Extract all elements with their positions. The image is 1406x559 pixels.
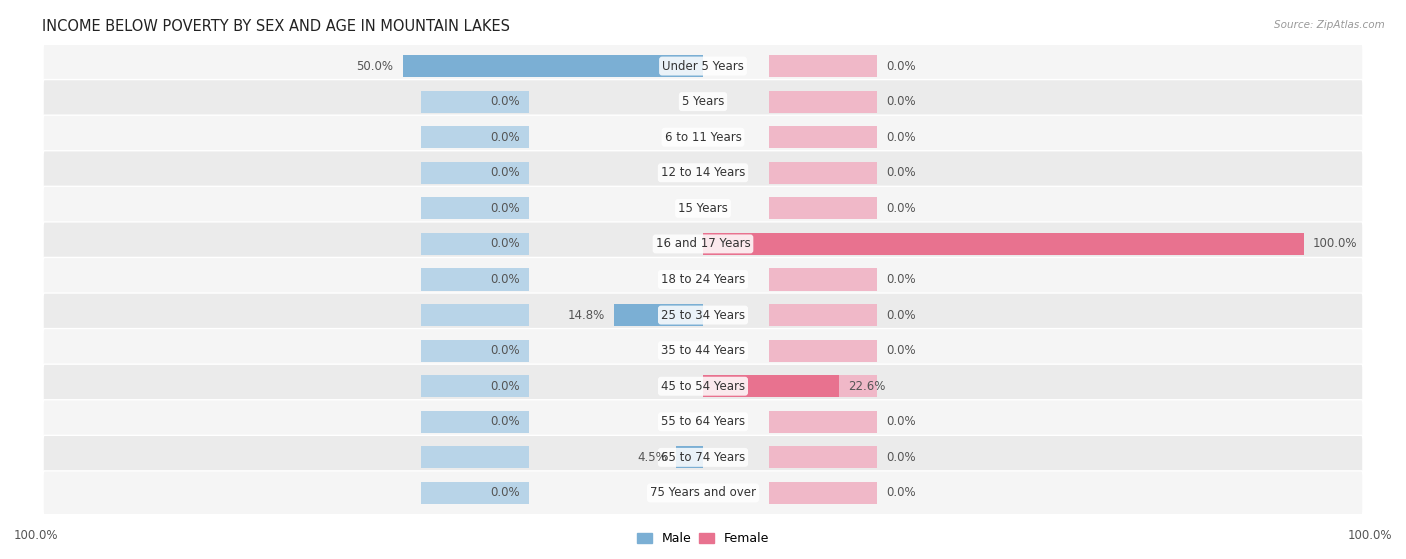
Text: 0.0%: 0.0%	[886, 344, 915, 357]
Bar	[420, 268, 529, 291]
Text: 0.0%: 0.0%	[491, 344, 520, 357]
Text: 0.0%: 0.0%	[491, 415, 520, 428]
Text: 100.0%: 100.0%	[1347, 529, 1392, 542]
Bar	[420, 375, 529, 397]
Text: 0.0%: 0.0%	[491, 166, 520, 179]
Bar	[420, 482, 529, 504]
Text: INCOME BELOW POVERTY BY SEX AND AGE IN MOUNTAIN LAKES: INCOME BELOW POVERTY BY SEX AND AGE IN M…	[42, 19, 510, 34]
Text: 5 Years: 5 Years	[682, 95, 724, 108]
Text: 12 to 14 Years: 12 to 14 Years	[661, 166, 745, 179]
Bar	[402, 55, 703, 77]
Bar	[769, 55, 877, 77]
FancyBboxPatch shape	[44, 79, 1362, 124]
Text: 16 and 17 Years: 16 and 17 Years	[655, 238, 751, 250]
Bar	[769, 233, 877, 255]
Text: 100.0%: 100.0%	[1313, 238, 1357, 250]
Text: 25 to 34 Years: 25 to 34 Years	[661, 309, 745, 321]
Text: 50.0%: 50.0%	[357, 60, 394, 73]
Text: 0.0%: 0.0%	[491, 95, 520, 108]
Text: 0.0%: 0.0%	[491, 273, 520, 286]
FancyBboxPatch shape	[44, 115, 1362, 159]
FancyBboxPatch shape	[44, 258, 1362, 301]
Bar	[420, 197, 529, 219]
Bar	[420, 126, 529, 148]
Text: 0.0%: 0.0%	[491, 238, 520, 250]
Bar	[420, 411, 529, 433]
Text: 4.5%: 4.5%	[637, 451, 666, 464]
Text: 0.0%: 0.0%	[886, 95, 915, 108]
FancyBboxPatch shape	[44, 186, 1362, 230]
Bar	[420, 233, 529, 255]
Bar	[420, 340, 529, 362]
Bar	[420, 446, 529, 468]
Bar	[420, 55, 529, 77]
FancyBboxPatch shape	[44, 471, 1362, 515]
Text: 0.0%: 0.0%	[491, 380, 520, 393]
Bar	[420, 91, 529, 113]
Text: Under 5 Years: Under 5 Years	[662, 60, 744, 73]
FancyBboxPatch shape	[44, 329, 1362, 373]
Text: 0.0%: 0.0%	[886, 273, 915, 286]
Legend: Male, Female: Male, Female	[631, 527, 775, 550]
Text: 0.0%: 0.0%	[491, 131, 520, 144]
Text: 0.0%: 0.0%	[886, 451, 915, 464]
FancyBboxPatch shape	[44, 151, 1362, 195]
FancyBboxPatch shape	[44, 44, 1362, 88]
Text: 0.0%: 0.0%	[886, 202, 915, 215]
Bar	[769, 268, 877, 291]
Text: 35 to 44 Years: 35 to 44 Years	[661, 344, 745, 357]
Text: 14.8%: 14.8%	[568, 309, 605, 321]
Text: 0.0%: 0.0%	[886, 486, 915, 499]
Text: 45 to 54 Years: 45 to 54 Years	[661, 380, 745, 393]
Bar	[420, 162, 529, 184]
Bar	[676, 446, 703, 468]
Text: 55 to 64 Years: 55 to 64 Years	[661, 415, 745, 428]
Text: Source: ZipAtlas.com: Source: ZipAtlas.com	[1274, 20, 1385, 30]
Bar	[769, 411, 877, 433]
Bar	[769, 162, 877, 184]
Bar	[703, 233, 1303, 255]
Text: 18 to 24 Years: 18 to 24 Years	[661, 273, 745, 286]
Bar	[614, 304, 703, 326]
FancyBboxPatch shape	[44, 364, 1362, 408]
Text: 15 Years: 15 Years	[678, 202, 728, 215]
Text: 0.0%: 0.0%	[886, 309, 915, 321]
Bar	[769, 340, 877, 362]
Text: 0.0%: 0.0%	[886, 60, 915, 73]
Text: 22.6%: 22.6%	[848, 380, 886, 393]
Text: 75 Years and over: 75 Years and over	[650, 486, 756, 499]
Bar	[769, 304, 877, 326]
FancyBboxPatch shape	[44, 400, 1362, 444]
Bar	[769, 375, 877, 397]
Text: 65 to 74 Years: 65 to 74 Years	[661, 451, 745, 464]
Bar	[769, 91, 877, 113]
FancyBboxPatch shape	[44, 222, 1362, 266]
Text: 0.0%: 0.0%	[886, 131, 915, 144]
Text: 100.0%: 100.0%	[14, 529, 59, 542]
Bar	[769, 197, 877, 219]
Text: 0.0%: 0.0%	[886, 166, 915, 179]
Text: 0.0%: 0.0%	[491, 486, 520, 499]
Bar	[420, 304, 529, 326]
Text: 0.0%: 0.0%	[491, 202, 520, 215]
Bar	[703, 375, 839, 397]
FancyBboxPatch shape	[44, 293, 1362, 337]
Bar	[769, 126, 877, 148]
Bar	[769, 482, 877, 504]
Text: 6 to 11 Years: 6 to 11 Years	[665, 131, 741, 144]
Bar	[769, 446, 877, 468]
FancyBboxPatch shape	[44, 435, 1362, 480]
Text: 0.0%: 0.0%	[886, 415, 915, 428]
